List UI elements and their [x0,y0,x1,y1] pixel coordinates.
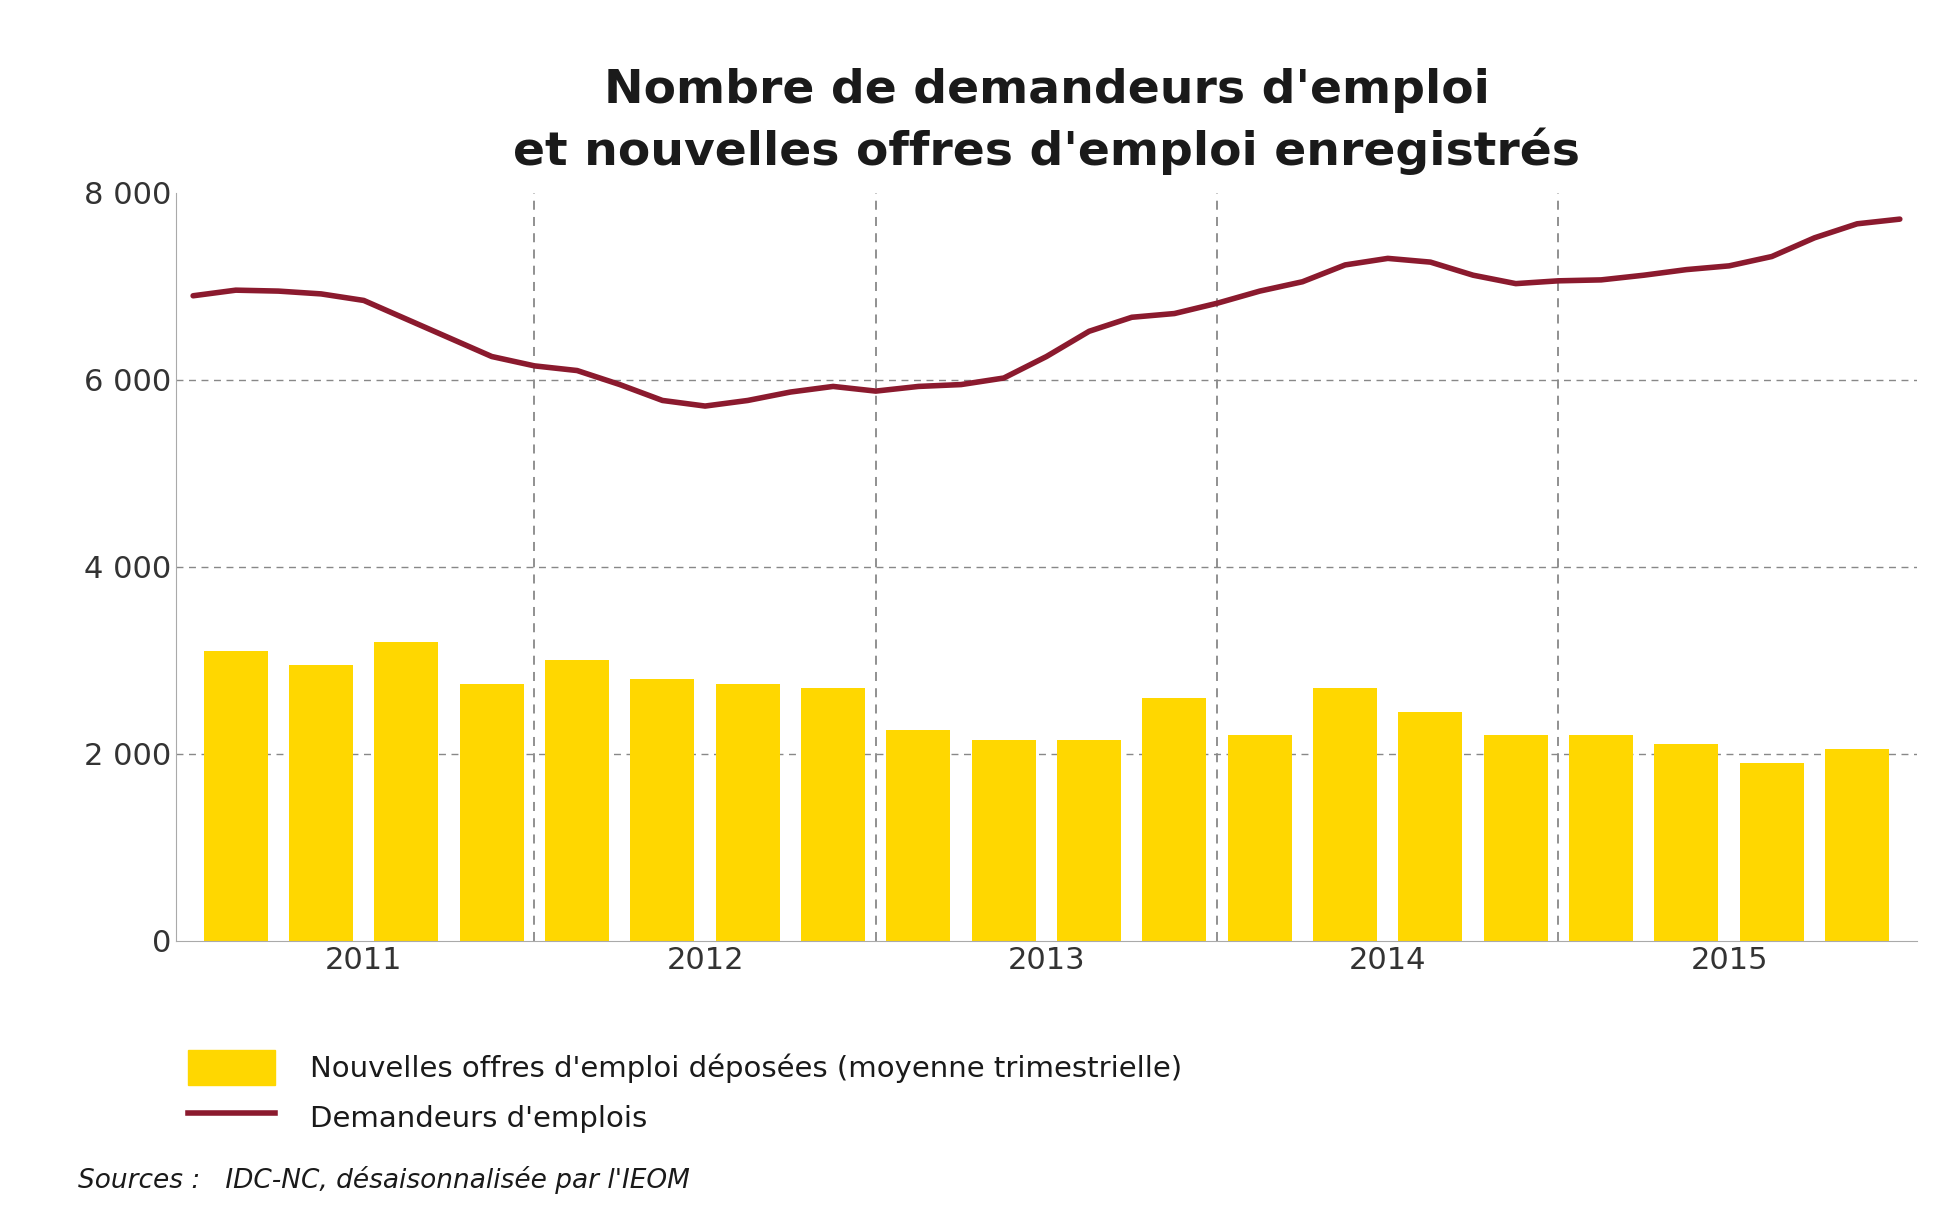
Bar [1056,739,1120,941]
Bar [1142,697,1206,941]
Bar [1228,734,1290,941]
Bar [459,684,524,941]
Bar [289,665,354,941]
Bar [203,651,268,941]
Bar [1738,763,1803,941]
Bar [886,731,950,941]
Bar [972,739,1036,941]
Bar [1312,689,1376,941]
Bar [1824,749,1889,941]
Bar [1654,744,1718,941]
Bar [630,679,694,941]
Text: Sources :   IDC-NC, désaisonnalisée par l'IEOM: Sources : IDC-NC, désaisonnalisée par l'… [78,1166,690,1194]
Bar [1568,734,1632,941]
Bar [373,642,438,941]
Bar [1398,712,1462,941]
Bar [716,684,780,941]
Bar [802,689,864,941]
Legend: Nouvelles offres d'emploi déposées (moyenne trimestrielle), Demandeurs d'emplois: Nouvelles offres d'emploi déposées (moye… [176,1038,1193,1147]
Title: Nombre de demandeurs d'emploi
et nouvelles offres d'emploi enregistrés: Nombre de demandeurs d'emploi et nouvell… [512,68,1580,175]
Bar [1484,734,1546,941]
Bar [545,661,608,941]
